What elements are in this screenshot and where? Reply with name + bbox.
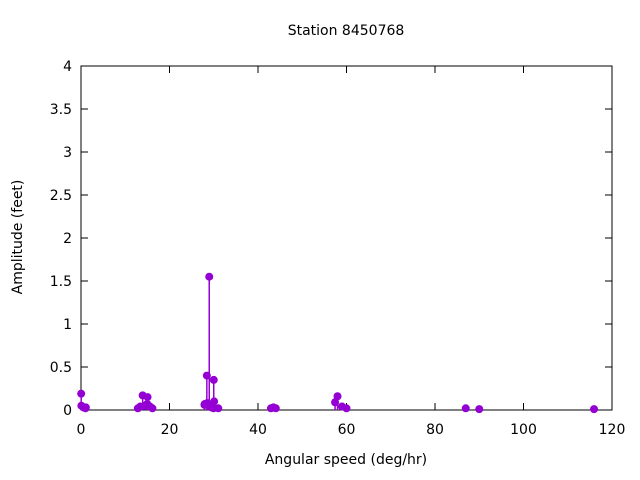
data-point [342, 404, 351, 413]
y-tick-label: 2 [63, 231, 72, 247]
y-tick-label: 4 [63, 59, 72, 75]
data-point [143, 393, 152, 402]
data-point [475, 405, 484, 414]
x-tick-label: 80 [426, 422, 444, 438]
data-point [77, 389, 86, 398]
plot-frame [80, 65, 613, 411]
x-tick-label: 60 [338, 422, 356, 438]
chart-title: Station 8450768 [287, 23, 405, 39]
y-tick-label: 1.5 [50, 274, 72, 290]
data-point [333, 392, 342, 401]
y-tick-label: 0 [63, 403, 72, 419]
x-tick-label: 20 [161, 422, 179, 438]
data-point [461, 404, 470, 413]
data-point [214, 404, 223, 413]
x-tick-label: 100 [510, 422, 537, 438]
data-point [209, 375, 218, 384]
data-point [271, 404, 280, 413]
y-tick-label: 2.5 [50, 188, 72, 204]
data-point [590, 405, 599, 414]
data-point [205, 272, 214, 281]
y-axis-label: Amplitude (feet) [10, 179, 26, 295]
x-tick-label: 120 [599, 422, 626, 438]
y-tick-label: 3.5 [50, 102, 72, 118]
y-tick-label: 0.5 [50, 360, 72, 376]
data-point [148, 404, 157, 413]
x-tick-label: 0 [77, 422, 86, 438]
y-tick-label: 3 [63, 145, 72, 161]
x-axis-label: Angular speed (deg/hr) [264, 452, 428, 468]
data-point [210, 397, 219, 406]
x-tick-label: 40 [249, 422, 267, 438]
y-tick-label: 1 [63, 317, 72, 333]
data-point [81, 403, 90, 412]
